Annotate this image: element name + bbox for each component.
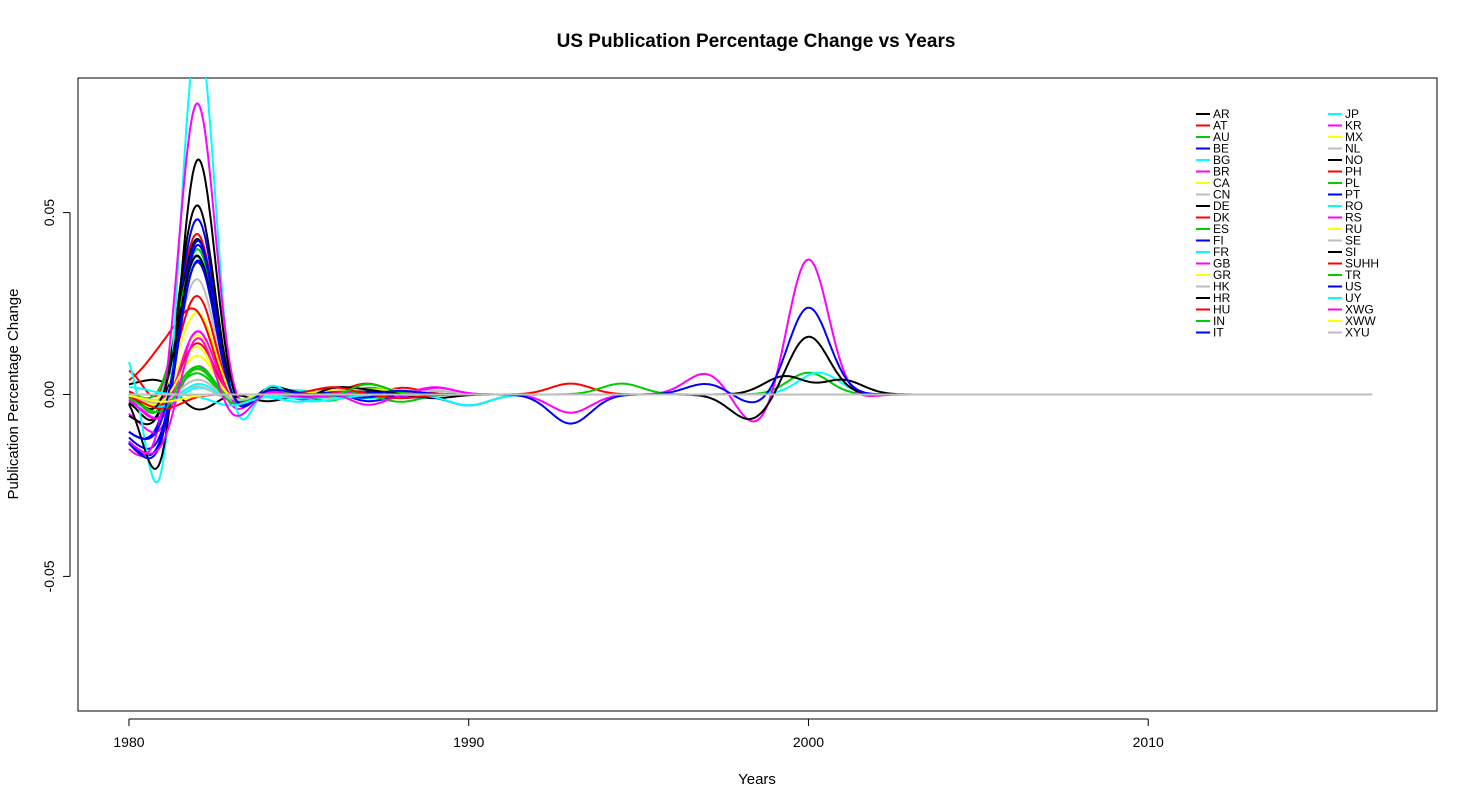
series-line-rs — [128, 330, 1373, 420]
legend-label: BR — [1213, 165, 1230, 179]
legend-label: XYU — [1345, 326, 1370, 340]
legend-label: NL — [1345, 142, 1361, 156]
series-line-si — [128, 254, 1373, 411]
series-line-xwg — [128, 337, 1373, 455]
legend-label: HR — [1213, 291, 1231, 305]
y-tick-label: -0.05 — [41, 560, 57, 592]
legend-label: FR — [1213, 245, 1229, 259]
x-tick-label: 2010 — [1133, 734, 1164, 750]
legend-label: BG — [1213, 153, 1230, 167]
series-line-br — [128, 330, 1373, 434]
legend-label: XWG — [1345, 303, 1374, 317]
x-tick-label: 2000 — [793, 734, 824, 750]
legend-label: RU — [1345, 222, 1362, 236]
series-line-jp — [128, 78, 1373, 484]
legend-label: AT — [1213, 119, 1228, 133]
legend-label: ES — [1213, 222, 1229, 236]
legend-label: PT — [1345, 188, 1361, 202]
legend-label: PH — [1345, 165, 1362, 179]
legend: ARATAUBEBGBRCACNDEDKESFIFRGBGRHKHRHUINIT… — [1196, 107, 1379, 340]
series-line-at — [128, 232, 1373, 405]
series-line-us — [128, 261, 1373, 441]
legend-label: MX — [1345, 130, 1363, 144]
series-line-hr — [128, 204, 1373, 422]
series-line-au — [128, 248, 1373, 415]
legend-label: RS — [1345, 211, 1362, 225]
legend-label: IN — [1213, 314, 1225, 328]
legend-label: FI — [1213, 234, 1224, 248]
legend-label: BE — [1213, 142, 1229, 156]
series-line-pt — [128, 243, 1373, 460]
legend-label: GB — [1213, 257, 1230, 271]
series-line-fi — [128, 239, 1373, 457]
y-axis: -0.05 0.00 0.05 — [41, 199, 71, 592]
legend-label: HK — [1213, 280, 1230, 294]
legend-label: AR — [1213, 107, 1230, 121]
y-tick-label: 0.00 — [41, 381, 57, 408]
legend-label: HU — [1213, 303, 1230, 317]
legend-label: DK — [1213, 211, 1230, 225]
series-line-bg — [128, 255, 1373, 407]
y-tick-label: 0.05 — [41, 199, 57, 226]
x-axis-label: Years — [738, 771, 776, 788]
legend-label: SI — [1345, 245, 1356, 259]
series-line-no — [128, 158, 1373, 470]
y-axis-label: Publication Percentage Change — [5, 289, 22, 500]
legend-label: UY — [1345, 291, 1362, 305]
legend-label: XWW — [1345, 314, 1376, 328]
series-layer — [128, 78, 1373, 484]
legend-label: DE — [1213, 199, 1230, 213]
x-tick-label: 1980 — [113, 734, 144, 750]
series-line-be — [128, 218, 1373, 440]
x-axis: 1980 1990 2000 2010 — [113, 718, 1164, 750]
legend-label: PL — [1345, 176, 1360, 190]
legend-label: IT — [1213, 326, 1224, 340]
legend-label: GR — [1213, 268, 1231, 282]
plot-frame — [77, 77, 1438, 712]
legend-label: TR — [1345, 268, 1361, 282]
legend-label: CA — [1213, 176, 1230, 190]
series-line-cn — [128, 278, 1373, 408]
legend-label: NO — [1345, 153, 1363, 167]
series-line-dk — [128, 294, 1373, 406]
legend-label: AU — [1213, 130, 1230, 144]
legend-label: CN — [1213, 188, 1230, 202]
legend-label: SE — [1345, 234, 1361, 248]
legend-label: SUHH — [1345, 257, 1379, 271]
chart-title: US Publication Percentage Change vs Year… — [557, 31, 956, 52]
legend-label: JP — [1345, 107, 1359, 121]
legend-label: KR — [1345, 119, 1362, 133]
legend-label: RO — [1345, 199, 1363, 213]
legend-label: US — [1345, 280, 1362, 294]
series-line-es — [128, 254, 1373, 403]
x-tick-label: 1990 — [453, 734, 484, 750]
